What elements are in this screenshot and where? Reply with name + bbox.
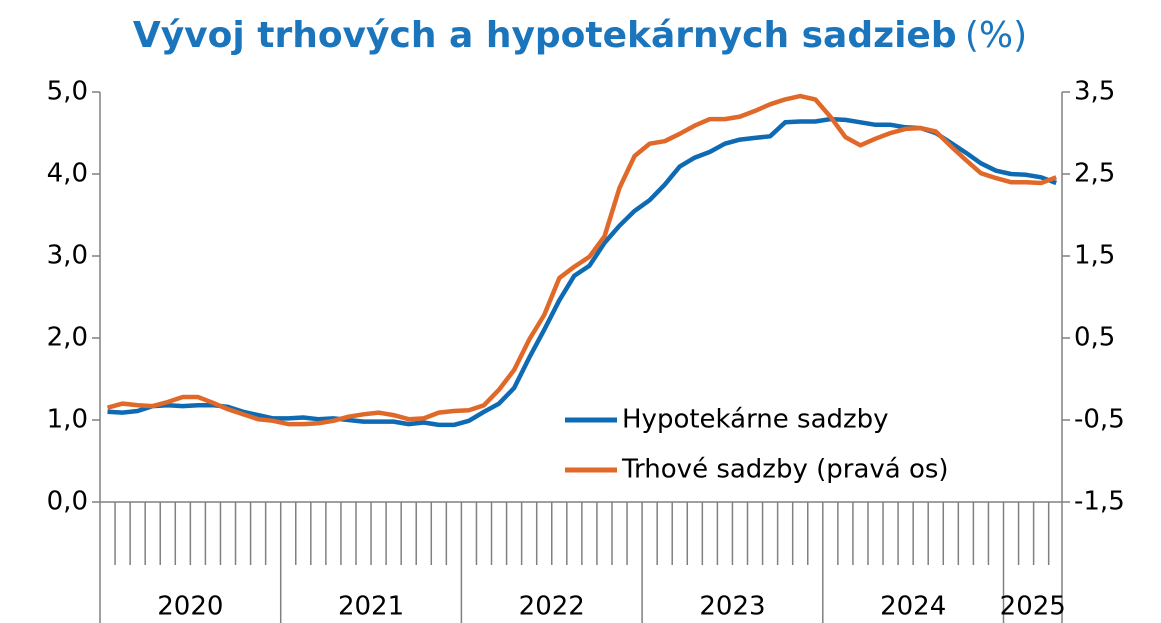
legend-label: Hypotekárne sadzby	[622, 405, 889, 435]
y2-tick-label: -1,5	[1074, 487, 1125, 517]
y2-tick-label: -0,5	[1074, 405, 1125, 435]
series-line	[107, 116, 1057, 428]
year-label: 2022	[519, 592, 585, 622]
y-tick-label: 4,0	[47, 159, 88, 189]
year-label: 2025	[1000, 592, 1066, 622]
y2-tick-label: 3,5	[1074, 77, 1115, 107]
y2-tick-label: 1,5	[1074, 241, 1115, 271]
year-label: 2024	[880, 592, 946, 622]
chart-title-unit: (%)	[965, 15, 1027, 56]
y2-tick-label: 2,5	[1074, 159, 1115, 189]
year-label: 2020	[157, 592, 223, 622]
y2-tick-label: 0,5	[1074, 323, 1115, 353]
y-tick-label: 3,0	[47, 241, 88, 271]
y-tick-label: 2,0	[47, 323, 88, 353]
year-label: 2021	[338, 592, 404, 622]
year-label: 2023	[699, 592, 765, 622]
y-tick-label: 1,0	[47, 405, 88, 435]
legend-label: Trhové sadzby (pravá os)	[621, 455, 949, 485]
y-tick-label: 5,0	[47, 77, 88, 107]
y-tick-label: 0,0	[47, 487, 88, 517]
series-line	[106, 93, 1057, 427]
chart-title-group: Vývoj trhových a hypotekárnych sadzieb (…	[133, 15, 1027, 56]
chart-title: Vývoj trhových a hypotekárnych sadzieb	[133, 15, 957, 56]
